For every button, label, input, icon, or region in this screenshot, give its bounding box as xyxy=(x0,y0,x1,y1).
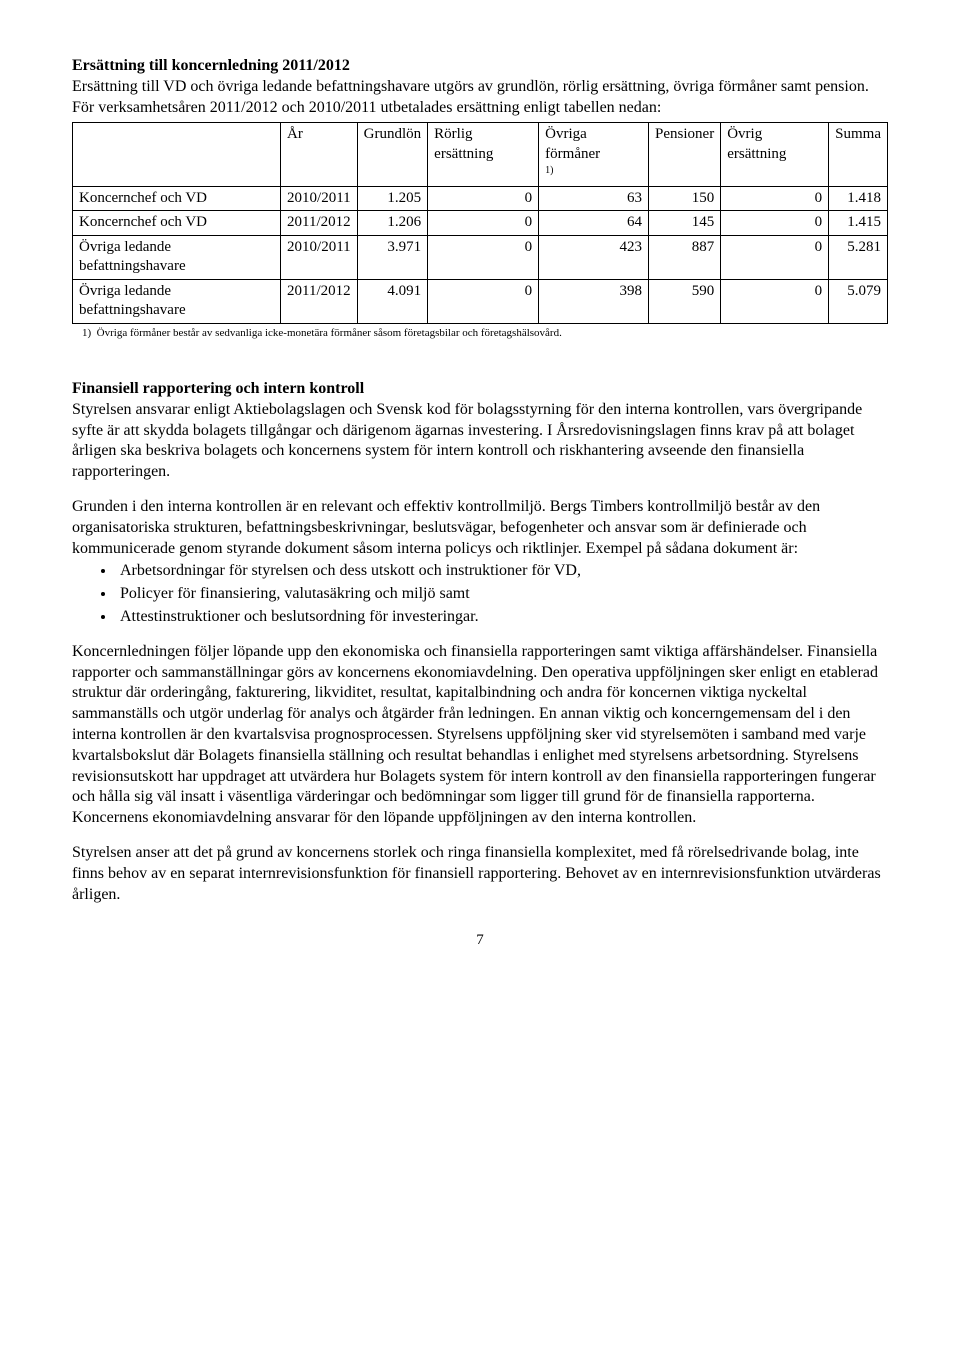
cell-ovrig: 0 xyxy=(721,211,829,236)
cell-sum: 5.079 xyxy=(829,279,888,323)
cell-label: Koncernchef och VD xyxy=(73,186,281,211)
bullet-list: Arbetsordningar för styrelsen och dess u… xyxy=(72,561,888,627)
table-row: Koncernchef och VD 2010/2011 1.205 0 63 … xyxy=(73,186,888,211)
compensation-table: År Grundlön Rörlig ersättning Övriga för… xyxy=(72,122,888,324)
intro-paragraph-2: För verksamhetsåren 2011/2012 och 2010/2… xyxy=(72,98,888,119)
cell-year: 2011/2012 xyxy=(281,279,358,323)
section2-para4: Styrelsen anser att det på grund av konc… xyxy=(72,843,888,905)
cell-grund: 1.205 xyxy=(357,186,428,211)
table-row: Övriga ledande befattningshavare 2010/20… xyxy=(73,235,888,279)
table-header-row: År Grundlön Rörlig ersättning Övriga för… xyxy=(73,123,888,187)
section-title-2: Finansiell rapportering och intern kontr… xyxy=(72,379,888,400)
col-pensioner: Pensioner xyxy=(649,123,721,187)
cell-pens: 590 xyxy=(649,279,721,323)
cell-rorlig: 0 xyxy=(428,279,539,323)
cell-year: 2010/2011 xyxy=(281,186,358,211)
col-ovrig: Övrig ersättning xyxy=(721,123,829,187)
cell-pens: 145 xyxy=(649,211,721,236)
cell-ovrig: 0 xyxy=(721,279,829,323)
cell-year: 2010/2011 xyxy=(281,235,358,279)
col-formaner-label: Övriga förmåner xyxy=(545,126,600,162)
intro-paragraph-1: Ersättning till VD och övriga ledande be… xyxy=(72,77,888,98)
cell-form: 423 xyxy=(539,235,649,279)
list-item: Attestinstruktioner och beslutsordning f… xyxy=(116,607,888,628)
table-footnote: 1) Övriga förmåner består av sedvanliga … xyxy=(100,326,888,340)
section-title-1: Ersättning till koncernledning 2011/2012 xyxy=(72,56,888,77)
col-rorlig: Rörlig ersättning xyxy=(428,123,539,187)
cell-sum: 1.415 xyxy=(829,211,888,236)
cell-form: 63 xyxy=(539,186,649,211)
col-formaner-sup: 1) xyxy=(545,165,553,176)
cell-sum: 1.418 xyxy=(829,186,888,211)
cell-ovrig: 0 xyxy=(721,235,829,279)
col-blank xyxy=(73,123,281,187)
list-item: Policyer för finansiering, valutasäkring… xyxy=(116,584,888,605)
col-summa: Summa xyxy=(829,123,888,187)
table-row: Koncernchef och VD 2011/2012 1.206 0 64 … xyxy=(73,211,888,236)
col-grundlon: Grundlön xyxy=(357,123,428,187)
section2-para1: Styrelsen ansvarar enligt Aktiebolagslag… xyxy=(72,400,888,483)
cell-grund: 1.206 xyxy=(357,211,428,236)
footnote-marker: 1) xyxy=(82,327,91,339)
cell-rorlig: 0 xyxy=(428,235,539,279)
cell-year: 2011/2012 xyxy=(281,211,358,236)
page-number: 7 xyxy=(72,931,888,951)
section2-para3: Koncernledningen följer löpande upp den … xyxy=(72,642,888,829)
section2-para2: Grunden i den interna kontrollen är en r… xyxy=(72,497,888,559)
cell-form: 398 xyxy=(539,279,649,323)
col-year: År xyxy=(281,123,358,187)
cell-label: Övriga ledande befattningshavare xyxy=(73,235,281,279)
cell-grund: 4.091 xyxy=(357,279,428,323)
cell-ovrig: 0 xyxy=(721,186,829,211)
footnote-text: Övriga förmåner består av sedvanliga ick… xyxy=(97,327,562,339)
cell-grund: 3.971 xyxy=(357,235,428,279)
cell-label: Koncernchef och VD xyxy=(73,211,281,236)
cell-rorlig: 0 xyxy=(428,186,539,211)
table-row: Övriga ledande befattningshavare 2011/20… xyxy=(73,279,888,323)
list-item: Arbetsordningar för styrelsen och dess u… xyxy=(116,561,888,582)
cell-sum: 5.281 xyxy=(829,235,888,279)
cell-pens: 887 xyxy=(649,235,721,279)
cell-rorlig: 0 xyxy=(428,211,539,236)
cell-label: Övriga ledande befattningshavare xyxy=(73,279,281,323)
cell-pens: 150 xyxy=(649,186,721,211)
col-formaner: Övriga förmåner 1) xyxy=(539,123,649,187)
cell-form: 64 xyxy=(539,211,649,236)
